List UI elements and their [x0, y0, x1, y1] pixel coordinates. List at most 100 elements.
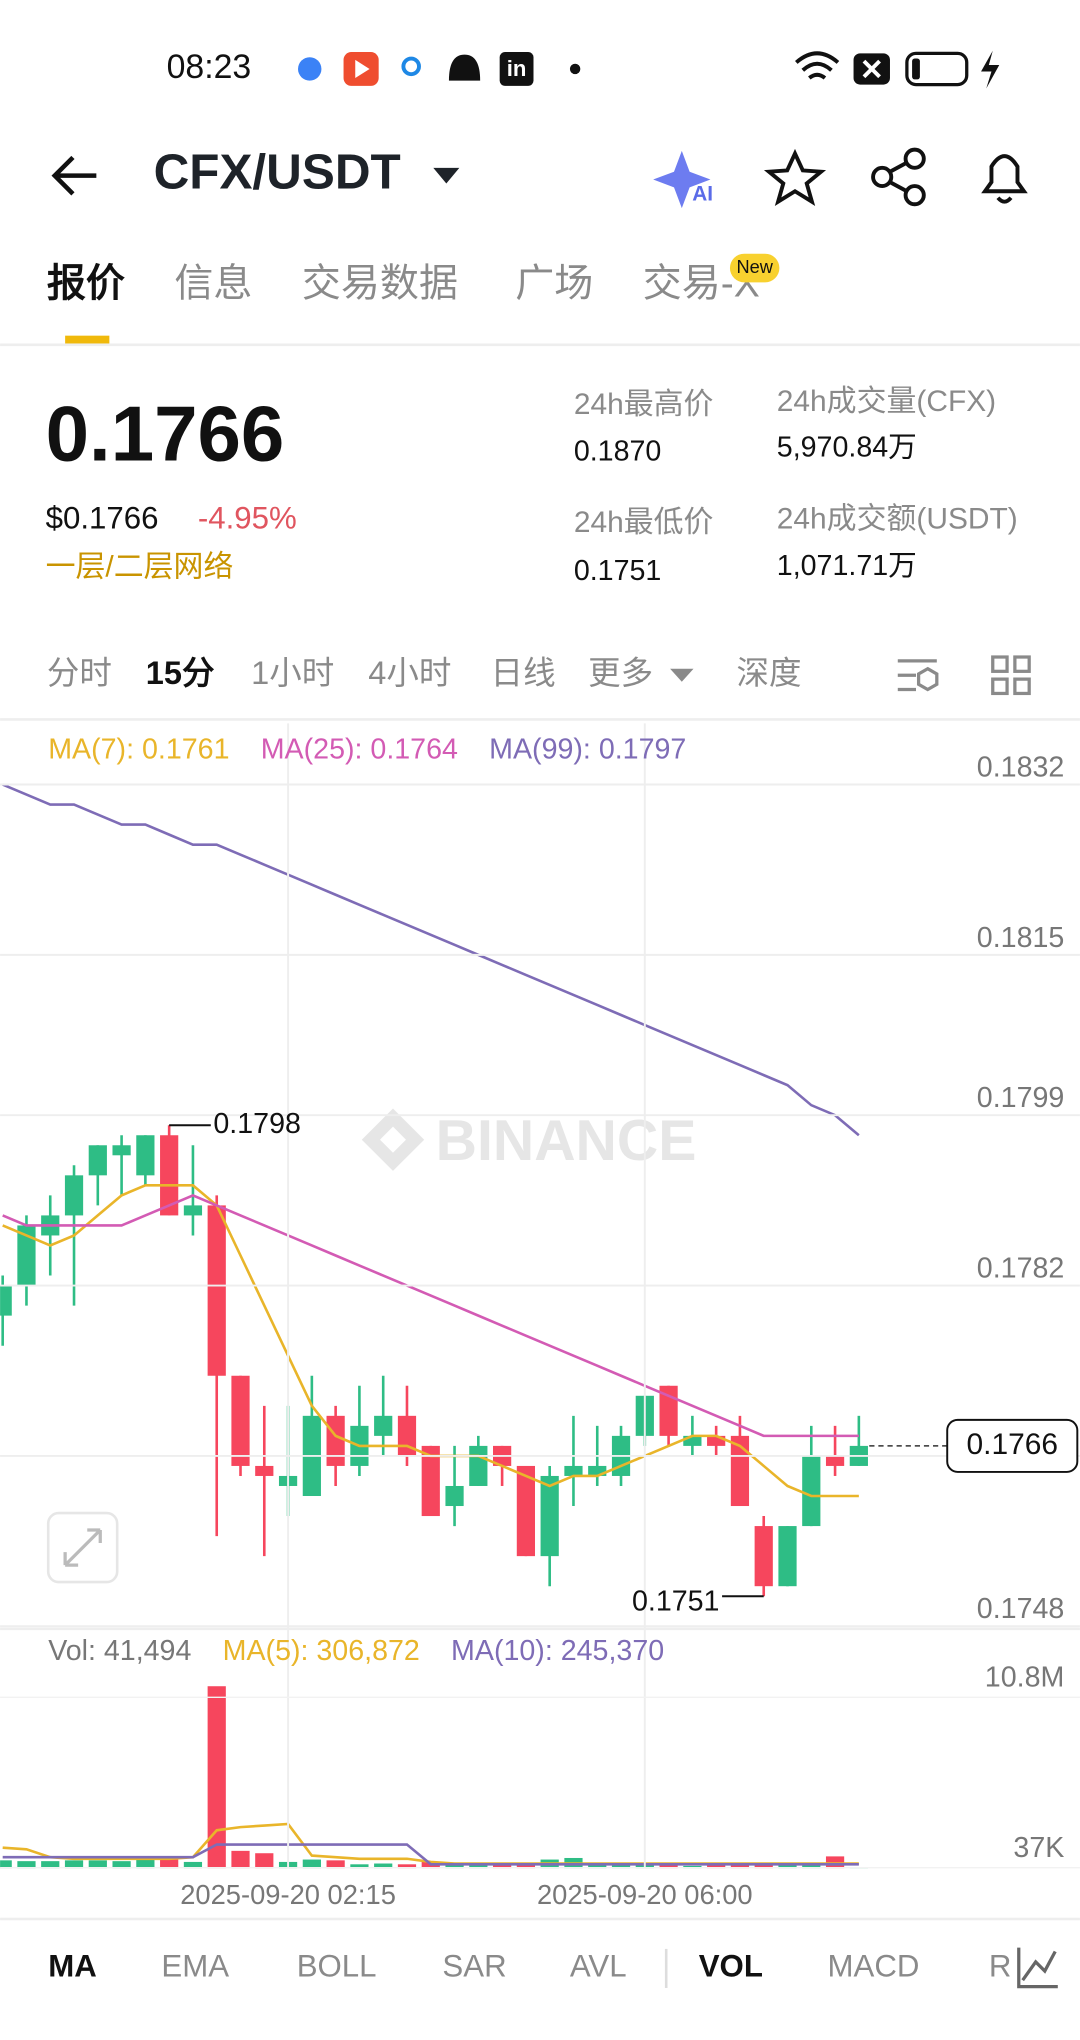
candle-body	[564, 1465, 583, 1476]
stat-label: 24h最低价	[574, 506, 714, 539]
ma-line	[2, 1193, 859, 1438]
alert-button[interactable]	[981, 154, 1028, 204]
candle-body	[683, 1435, 702, 1446]
candle-body	[730, 1435, 750, 1507]
interval[interactable]: 深度	[736, 655, 801, 691]
interval[interactable]: 15分	[146, 655, 215, 691]
sector-tag[interactable]: 一层/二层网络	[46, 550, 234, 583]
candle-body	[326, 1415, 345, 1466]
volume-title: Vol: 41,494	[48, 1635, 191, 1667]
legend-entry: MA(7): 0.1761	[48, 733, 229, 765]
volume-bar	[350, 1864, 369, 1869]
back-button[interactable]	[51, 155, 97, 196]
interval[interactable]: 1小时	[251, 655, 334, 691]
volume-bar	[374, 1863, 393, 1869]
low-label: 0.1751	[632, 1585, 720, 1617]
volume-bar	[707, 1865, 726, 1869]
new-badge	[729, 253, 780, 283]
indicator[interactable]: VOL	[699, 1949, 763, 1984]
candle-body	[516, 1465, 536, 1557]
chart-style-button[interactable]	[1017, 1947, 1058, 1989]
indicator[interactable]: EMA	[161, 1949, 229, 1984]
volume-bar	[588, 1864, 607, 1869]
candle-body	[754, 1526, 773, 1587]
interval[interactable]: 更多	[588, 655, 653, 691]
volume-bar	[112, 1861, 131, 1869]
indicator[interactable]: MA	[48, 1949, 97, 1984]
candle-body	[445, 1485, 464, 1507]
volume-bar	[160, 1859, 179, 1869]
candle-body	[112, 1145, 131, 1156]
new-badge-text: New	[736, 257, 773, 277]
candle-body	[802, 1455, 821, 1527]
favorite-button[interactable]	[763, 148, 827, 206]
candle-body	[778, 1526, 797, 1587]
candle-body	[231, 1375, 250, 1466]
candle-body	[255, 1465, 274, 1476]
candle-body	[540, 1475, 559, 1557]
candle-body	[88, 1145, 107, 1176]
volume-bar	[802, 1864, 821, 1869]
tab[interactable]: 广场	[515, 263, 593, 306]
y-tick-label: 0.1799	[977, 1082, 1065, 1114]
candle-body	[160, 1135, 179, 1216]
stat-value: 5,970.84万	[777, 431, 917, 463]
volume-bar	[659, 1864, 678, 1869]
volume-plot	[0, 1686, 868, 1869]
price-plot	[0, 783, 868, 1597]
volume-bar	[516, 1863, 536, 1869]
y-tick-label: 0.1832	[977, 751, 1065, 783]
volume-bar	[493, 1865, 512, 1869]
x-tick-label: 2025-09-20 02:15	[180, 1879, 396, 1910]
stat-label: 24h成交额(USDT)	[777, 502, 1018, 535]
volume-bar	[302, 1859, 321, 1869]
legend-entry: MA(25): 0.1764	[261, 733, 458, 765]
candle-body	[707, 1435, 726, 1446]
pair-dropdown[interactable]	[433, 167, 460, 184]
ai-button[interactable]: AI	[653, 150, 713, 209]
layout-button[interactable]	[991, 655, 1031, 696]
y-tick-label: 0.1815	[977, 922, 1065, 954]
candle-body	[64, 1175, 84, 1216]
interval[interactable]: 日线	[491, 655, 556, 691]
candle-body	[469, 1445, 488, 1486]
notification-icons: in	[298, 52, 581, 86]
high-label: 0.1798	[213, 1108, 301, 1140]
volume-bar	[730, 1864, 750, 1869]
svg-text:AI: AI	[692, 183, 713, 206]
tab[interactable]: 信息	[174, 263, 252, 306]
usd-price: $0.1766	[46, 501, 159, 536]
stat-label: 24h成交量(CFX)	[777, 385, 996, 418]
stat-value: 0.1751	[574, 555, 662, 587]
clock: 08:23	[167, 48, 252, 86]
volume-bar	[207, 1686, 226, 1869]
volume-bar	[445, 1863, 464, 1869]
share-button[interactable]	[871, 147, 926, 207]
indicator[interactable]: SAR	[442, 1949, 506, 1984]
svg-text:in: in	[507, 56, 527, 81]
volume-bar	[136, 1858, 155, 1869]
volume-bar	[17, 1861, 36, 1869]
more-dropdown[interactable]	[670, 668, 694, 682]
y-tick-label: 0.1782	[977, 1253, 1065, 1285]
watermark: BINANCE	[436, 1109, 697, 1173]
tab[interactable]: 报价	[47, 263, 125, 306]
indicator[interactable]: BOLL	[297, 1949, 377, 1984]
indicator[interactable]: AVL	[570, 1949, 627, 1984]
tab-indicator	[65, 335, 110, 344]
tab[interactable]: 交易数据	[302, 263, 458, 306]
expand-button[interactable]	[46, 1511, 119, 1584]
chart-settings[interactable]	[897, 659, 939, 692]
interval[interactable]: 4小时	[368, 655, 451, 691]
volume-bar	[611, 1865, 631, 1869]
ma-line	[2, 1843, 859, 1866]
stat-label: 24h最高价	[574, 388, 714, 421]
candle-body	[588, 1465, 607, 1476]
candle-body	[421, 1445, 440, 1517]
pair-title[interactable]: CFX/USDT	[154, 145, 401, 200]
indicator[interactable]: MACD	[828, 1949, 920, 1984]
volume-tick-label: 10.8M	[985, 1662, 1065, 1694]
interval[interactable]: 分时	[47, 655, 112, 691]
